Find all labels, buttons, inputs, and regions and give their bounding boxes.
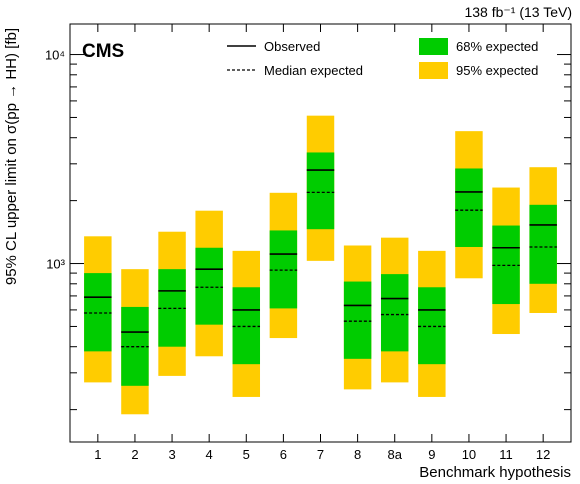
x-tick-label-8a: 8a (387, 447, 402, 462)
x-axis-title: Benchmark hypothesis (419, 464, 571, 481)
legend: Observed Median expected 68% expected 95… (227, 38, 538, 79)
band68-7 (306, 152, 335, 230)
band68-1 (84, 273, 112, 352)
x-tick-label-4: 4 (206, 447, 213, 462)
x-tick-label-5: 5 (243, 447, 250, 462)
legend-68-label: 68% expected (456, 39, 538, 54)
legend-observed-label: Observed (264, 39, 320, 54)
legend-95-label: 95% expected (456, 63, 538, 78)
y-axis-title: 95% CL upper limit on σ(pp → HH) [fb] (3, 28, 20, 285)
band68-9 (418, 287, 446, 365)
band68-11 (492, 225, 520, 305)
x-tick-label-12: 12 (536, 447, 550, 462)
x-tick-label-8: 8 (354, 447, 361, 462)
band68-2 (121, 306, 149, 386)
band68-6 (269, 230, 298, 309)
x-tick-label-6: 6 (280, 447, 287, 462)
experiment-label: CMS (82, 41, 124, 62)
x-tick-label-11: 11 (499, 447, 513, 462)
x-tick-label-3: 3 (168, 447, 175, 462)
band68-3 (158, 269, 186, 347)
legend-median-label: Median expected (264, 63, 363, 78)
x-tick-label-7: 7 (317, 447, 324, 462)
band68-10 (455, 168, 483, 247)
x-tick-label-2: 2 (131, 447, 138, 462)
x-tick-label-1: 1 (94, 447, 101, 462)
x-tick-label-9: 9 (428, 447, 435, 462)
band68-5 (232, 287, 261, 365)
band68-8 (343, 281, 372, 359)
y-tick-label-10000: 10⁴ (45, 48, 65, 63)
band68-8a (380, 274, 409, 352)
y-tick-label-1000: 10³ (46, 257, 65, 272)
band68-12 (529, 204, 557, 284)
luminosity-label: 138 fb⁻¹ (13 TeV) (464, 4, 572, 20)
x-tick-label-10: 10 (462, 447, 476, 462)
legend-95-swatch (419, 62, 448, 79)
band68-4 (195, 247, 223, 325)
lines-layer (84, 169, 557, 348)
legend-68-swatch (419, 38, 448, 55)
